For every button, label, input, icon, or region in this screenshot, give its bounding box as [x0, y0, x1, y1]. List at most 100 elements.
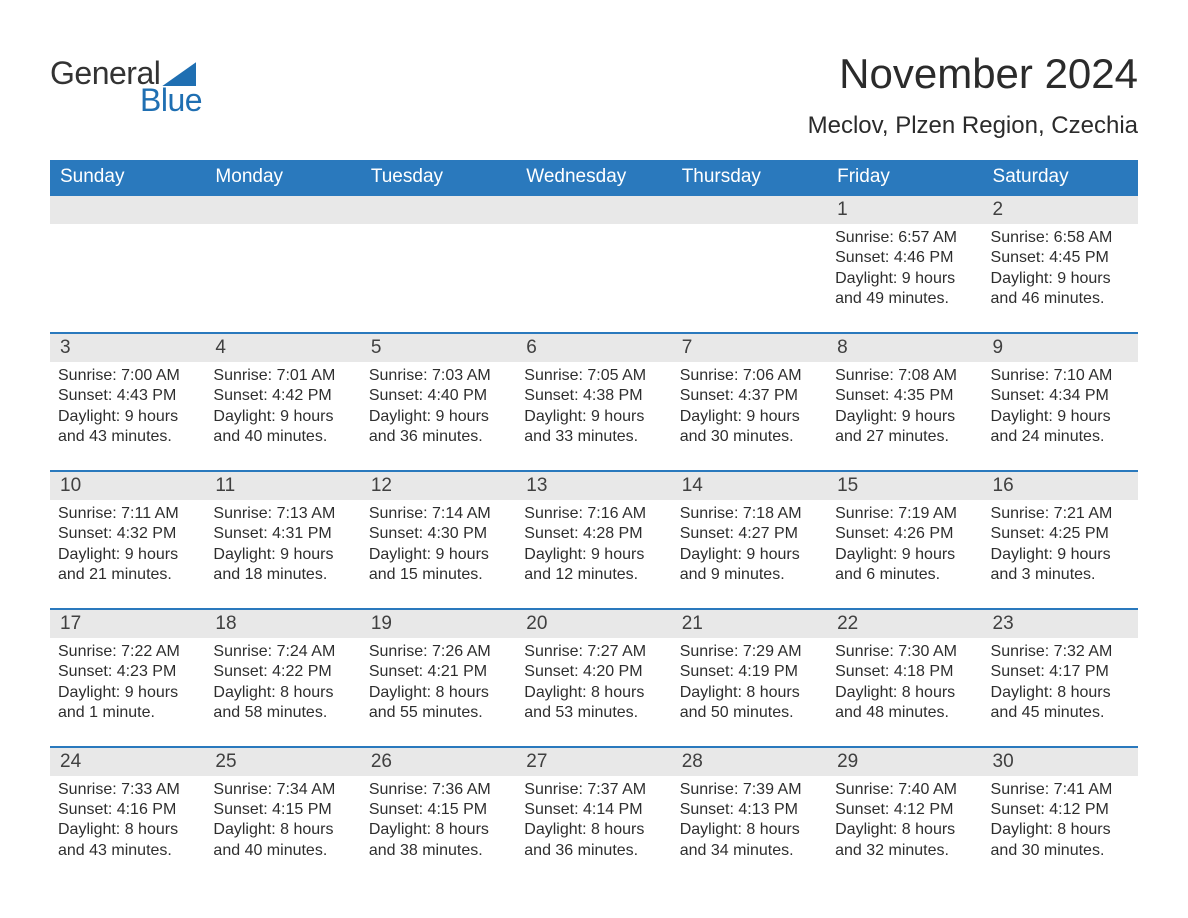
day-header-row: SundayMondayTuesdayWednesdayThursdayFrid…: [50, 160, 1138, 194]
month-title: November 2024: [808, 50, 1138, 98]
sunrise-text: Sunrise: 7:18 AM: [680, 504, 821, 524]
day-number: 16: [983, 472, 1138, 500]
day-cell: 17 Sunrise: 7:22 AMSunset: 4:23 PMDayligh…: [50, 610, 205, 728]
week-row: 10 Sunrise: 7:11 AMSunset: 4:32 PMDayligh…: [50, 470, 1138, 590]
sunset-text: Sunset: 4:13 PM: [680, 800, 821, 820]
daylight-text: Daylight: 9 hours and 15 minutes.: [369, 545, 510, 586]
day-body: Sunrise: 7:08 AMSunset: 4:35 PMDaylight:…: [833, 366, 976, 448]
sunset-text: Sunset: 4:15 PM: [213, 800, 354, 820]
sunset-text: Sunset: 4:22 PM: [213, 662, 354, 682]
sunset-text: Sunset: 4:25 PM: [991, 524, 1132, 544]
day-cell: 23Sunrise: 7:32 AMSunset: 4:17 PMDayligh…: [983, 610, 1138, 728]
day-cell: 12Sunrise: 7:14 AMSunset: 4:30 PMDayligh…: [361, 472, 516, 590]
day-body: Sunrise: 7:33 AMSunset: 4:16 PMDaylight:…: [56, 780, 199, 862]
sunset-text: Sunset: 4:31 PM: [213, 524, 354, 544]
day-cell: 18Sunrise: 7:24 AMSunset: 4:22 PMDayligh…: [205, 610, 360, 728]
sunrise-text: Sunrise: 7:11 AM: [58, 504, 199, 524]
sunset-text: Sunset: 4:28 PM: [524, 524, 665, 544]
day-number: 29: [827, 748, 982, 776]
daylight-text: Daylight: 8 hours and 48 minutes.: [835, 683, 976, 724]
day-body: Sunrise: 7:01 AMSunset: 4:42 PMDaylight:…: [211, 366, 354, 448]
daylight-text: Daylight: 8 hours and 38 minutes.: [369, 820, 510, 861]
day-body: Sunrise: 7:34 AMSunset: 4:15 PMDaylight:…: [211, 780, 354, 862]
day-cell: 8 Sunrise: 7:08 AMSunset: 4:35 PMDaylight…: [827, 334, 982, 452]
day-header: Monday: [205, 160, 360, 194]
week-row: 24 Sunrise: 7:33 AMSunset: 4:16 PMDayligh…: [50, 746, 1138, 866]
sunset-text: Sunset: 4:20 PM: [524, 662, 665, 682]
day-number: 3: [50, 334, 205, 362]
title-block: November 2024 Meclov, Plzen Region, Czec…: [808, 50, 1138, 140]
daylight-text: Daylight: 8 hours and 43 minutes.: [58, 820, 199, 861]
sunset-text: Sunset: 4:34 PM: [991, 386, 1132, 406]
day-body: Sunrise: 7:00 AMSunset: 4:43 PMDaylight:…: [56, 366, 199, 448]
daylight-text: Daylight: 8 hours and 45 minutes.: [991, 683, 1132, 724]
day-body: Sunrise: 7:22 AMSunset: 4:23 PMDaylight:…: [56, 642, 199, 724]
day-number: [205, 196, 360, 224]
sunset-text: Sunset: 4:37 PM: [680, 386, 821, 406]
day-number: 5: [361, 334, 516, 362]
day-header: Saturday: [983, 160, 1138, 194]
day-body: Sunrise: 7:39 AMSunset: 4:13 PMDaylight:…: [678, 780, 821, 862]
sunset-text: Sunset: 4:12 PM: [835, 800, 976, 820]
daylight-text: Daylight: 8 hours and 34 minutes.: [680, 820, 821, 861]
daylight-text: Daylight: 9 hours and 12 minutes.: [524, 545, 665, 586]
sunset-text: Sunset: 4:19 PM: [680, 662, 821, 682]
daylight-text: Daylight: 9 hours and 46 minutes.: [991, 269, 1132, 310]
day-body: Sunrise: 7:11 AMSunset: 4:32 PMDaylight:…: [56, 504, 199, 586]
day-body: Sunrise: 7:30 AMSunset: 4:18 PMDaylight:…: [833, 642, 976, 724]
sunrise-text: Sunrise: 7:05 AM: [524, 366, 665, 386]
sunrise-text: Sunrise: 7:34 AM: [213, 780, 354, 800]
day-number: 7: [672, 334, 827, 362]
day-body: Sunrise: 7:05 AMSunset: 4:38 PMDaylight:…: [522, 366, 665, 448]
logo-sail-icon: [162, 62, 196, 86]
day-number: 22: [827, 610, 982, 638]
sunset-text: Sunset: 4:43 PM: [58, 386, 199, 406]
day-number: 8: [827, 334, 982, 362]
day-cell: 25Sunrise: 7:34 AMSunset: 4:15 PMDayligh…: [205, 748, 360, 866]
day-header: Sunday: [50, 160, 205, 194]
day-number: [672, 196, 827, 224]
day-cell: 20Sunrise: 7:27 AMSunset: 4:20 PMDayligh…: [516, 610, 671, 728]
sunrise-text: Sunrise: 7:27 AM: [524, 642, 665, 662]
daylight-text: Daylight: 9 hours and 33 minutes.: [524, 407, 665, 448]
sunrise-text: Sunrise: 7:10 AM: [991, 366, 1132, 386]
daylight-text: Daylight: 8 hours and 55 minutes.: [369, 683, 510, 724]
day-cell: 19Sunrise: 7:26 AMSunset: 4:21 PMDayligh…: [361, 610, 516, 728]
day-body: Sunrise: 7:41 AMSunset: 4:12 PMDaylight:…: [989, 780, 1132, 862]
sunset-text: Sunset: 4:40 PM: [369, 386, 510, 406]
day-number: [50, 196, 205, 224]
day-cell: [672, 196, 827, 314]
day-cell: 26Sunrise: 7:36 AMSunset: 4:15 PMDayligh…: [361, 748, 516, 866]
day-cell: 7Sunrise: 7:06 AMSunset: 4:37 PMDaylight…: [672, 334, 827, 452]
day-cell: 16 Sunrise: 7:21 AMSunset: 4:25 PMDayligh…: [983, 472, 1138, 590]
day-body: Sunrise: 7:21 AMSunset: 4:25 PMDaylight:…: [989, 504, 1132, 586]
day-number: 10: [50, 472, 205, 500]
sunset-text: Sunset: 4:17 PM: [991, 662, 1132, 682]
day-cell: 9Sunrise: 7:10 AMSunset: 4:34 PMDaylight…: [983, 334, 1138, 452]
daylight-text: Daylight: 8 hours and 50 minutes.: [680, 683, 821, 724]
sunset-text: Sunset: 4:38 PM: [524, 386, 665, 406]
daylight-text: Daylight: 9 hours and 3 minutes.: [991, 545, 1132, 586]
day-body: Sunrise: 7:40 AMSunset: 4:12 PMDaylight:…: [833, 780, 976, 862]
sunset-text: Sunset: 4:18 PM: [835, 662, 976, 682]
day-number: 9: [983, 334, 1138, 362]
sunrise-text: Sunrise: 7:22 AM: [58, 642, 199, 662]
daylight-text: Daylight: 9 hours and 40 minutes.: [213, 407, 354, 448]
day-number: 17: [50, 610, 205, 638]
daylight-text: Daylight: 9 hours and 49 minutes.: [835, 269, 976, 310]
daylight-text: Daylight: 9 hours and 9 minutes.: [680, 545, 821, 586]
day-number: 24: [50, 748, 205, 776]
sunrise-text: Sunrise: 7:32 AM: [991, 642, 1132, 662]
day-body: Sunrise: 7:36 AMSunset: 4:15 PMDaylight:…: [367, 780, 510, 862]
daylight-text: Daylight: 9 hours and 27 minutes.: [835, 407, 976, 448]
day-body: Sunrise: 7:03 AMSunset: 4:40 PMDaylight:…: [367, 366, 510, 448]
daylight-text: Daylight: 9 hours and 21 minutes.: [58, 545, 199, 586]
day-cell: 10 Sunrise: 7:11 AMSunset: 4:32 PMDayligh…: [50, 472, 205, 590]
day-body: Sunrise: 7:13 AMSunset: 4:31 PMDaylight:…: [211, 504, 354, 586]
sunrise-text: Sunrise: 7:37 AM: [524, 780, 665, 800]
day-cell: 21Sunrise: 7:29 AMSunset: 4:19 PMDayligh…: [672, 610, 827, 728]
daylight-text: Daylight: 8 hours and 30 minutes.: [991, 820, 1132, 861]
sunrise-text: Sunrise: 7:29 AM: [680, 642, 821, 662]
day-number: 4: [205, 334, 360, 362]
sunset-text: Sunset: 4:12 PM: [991, 800, 1132, 820]
